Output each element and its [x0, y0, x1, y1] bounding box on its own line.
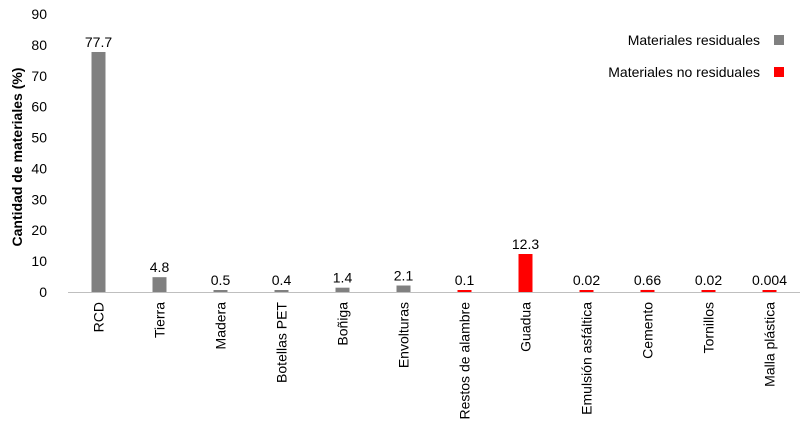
data-label: 4.8	[150, 259, 170, 275]
category-labels: RCD Tierra Madera Botellas PET Boñiga Envoltu…	[91, 302, 778, 420]
data-label: 0.02	[573, 272, 600, 288]
category-label: Tierra	[152, 302, 168, 338]
bar	[640, 289, 655, 292]
bar	[701, 290, 716, 292]
category-label: Tornillos	[701, 302, 717, 353]
bar	[762, 290, 777, 292]
bar	[579, 290, 594, 292]
data-label: 0.5	[211, 272, 231, 288]
y-tick-label: 90	[31, 6, 47, 22]
data-label: 0.66	[634, 272, 661, 288]
category-label: Cemento	[640, 302, 656, 359]
category-label: Madera	[213, 302, 229, 350]
category-label: Malla plástica	[762, 302, 778, 387]
data-label: 0.4	[272, 272, 292, 288]
bars	[91, 51, 777, 292]
y-tick-label: 60	[31, 99, 47, 115]
bar	[396, 285, 411, 292]
category-label: Boñiga	[335, 302, 351, 346]
data-label: 1.4	[333, 270, 353, 286]
y-axis-label: Cantidad de materiales (%)	[9, 68, 25, 247]
category-label: Botellas PET	[274, 302, 290, 383]
data-label: 77.7	[85, 34, 112, 50]
data-label: 0.1	[455, 272, 475, 288]
legend-swatch	[774, 67, 784, 77]
bar	[152, 277, 167, 292]
data-labels: 77.7 4.8 0.5 0.4 1.4 2.1 0.1 12.3 0.02 0.66 0.02 0.…	[85, 34, 787, 288]
y-tick-label: 10	[31, 253, 47, 269]
y-tick-label: 0	[39, 284, 47, 300]
y-tick-label: 80	[31, 37, 47, 53]
legend-label: Materiales no residuales	[608, 64, 760, 80]
legend-label: Materiales residuales	[628, 32, 760, 48]
y-tick-label: 40	[31, 160, 47, 176]
bar	[213, 290, 228, 292]
legend-swatch	[774, 35, 784, 45]
category-label: Guadua	[518, 302, 534, 352]
bar	[457, 290, 472, 292]
y-tick-label: 30	[31, 191, 47, 207]
bar	[518, 254, 533, 292]
category-label: Restos de alambre	[457, 302, 473, 420]
category-label: Envolturas	[396, 302, 412, 368]
y-tick-label: 20	[31, 222, 47, 238]
bar	[335, 287, 350, 292]
data-label: 0.004	[752, 272, 787, 288]
y-axis-ticks: 0 10 20 30 40 50 60 70 80 90	[31, 6, 47, 300]
category-label: RCD	[91, 302, 107, 332]
bar	[91, 51, 106, 292]
data-label: 2.1	[394, 268, 414, 284]
y-tick-label: 70	[31, 68, 47, 84]
y-tick-label: 50	[31, 130, 47, 146]
bar	[274, 290, 289, 292]
data-label: 0.02	[695, 272, 722, 288]
category-label: Emulsión asfáltica	[579, 302, 595, 415]
legend: Materiales residuales Materiales no resid…	[608, 32, 784, 80]
data-label: 12.3	[512, 236, 539, 252]
